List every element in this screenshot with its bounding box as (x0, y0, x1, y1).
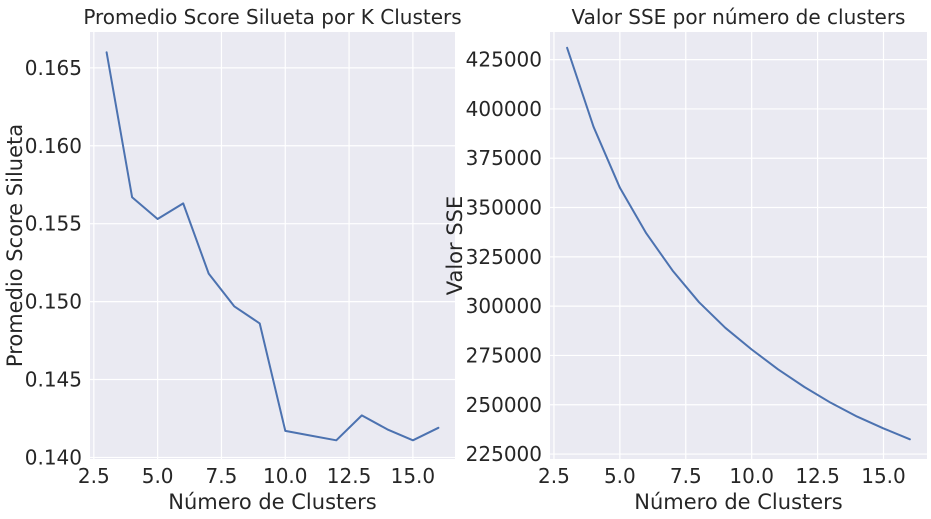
y-tick-label: 0.165 (25, 56, 82, 80)
plot-area (90, 32, 455, 459)
x-tick-label: 7.5 (670, 464, 702, 488)
x-tick-label: 2.5 (538, 464, 570, 488)
x-tick-label: 2.5 (78, 464, 110, 488)
y-tick-label: 0.150 (25, 290, 82, 314)
y-tick-label: 375000 (466, 146, 542, 170)
grid (550, 32, 927, 459)
x-tick-label: 12.5 (327, 464, 372, 488)
tick-labels: 2.5 5.0 7.5 10.0 12.5 15.0 225000 250000 275000 3… (466, 48, 906, 488)
tick-labels: 2.5 5.0 7.5 10.0 12.5 15.0 0.140 0.145 0.150 0.15… (25, 56, 435, 488)
y-axis-label: Promedio Score Silueta (3, 124, 27, 367)
y-tick-label: 0.155 (25, 212, 82, 236)
y-tick-label: 400000 (466, 97, 542, 121)
x-tick-label: 7.5 (206, 464, 238, 488)
y-tick-label: 350000 (466, 196, 542, 220)
chart-title: Promedio Score Silueta por K Clusters (83, 5, 461, 29)
y-tick-label: 0.140 (25, 445, 82, 469)
x-tick-label: 15.0 (391, 464, 436, 488)
x-tick-label: 10.0 (729, 464, 774, 488)
y-tick-label: 0.145 (25, 368, 82, 392)
grid (90, 32, 455, 459)
x-tick-label: 5.0 (604, 464, 636, 488)
x-tick-label: 5.0 (142, 464, 174, 488)
x-tick-label: 15.0 (861, 464, 906, 488)
y-tick-label: 225000 (466, 442, 542, 466)
plot-area (550, 32, 927, 459)
y-tick-label: 0.160 (25, 134, 82, 158)
chart-title: Valor SSE por número de clusters (572, 5, 906, 29)
x-axis-label: Número de Clusters (634, 490, 843, 514)
y-tick-label: 425000 (466, 48, 542, 72)
series-layer (105, 51, 440, 442)
x-tick-label: 12.5 (795, 464, 840, 488)
silhouette-chart: 2.5 5.0 7.5 10.0 12.5 15.0 0.140 0.145 0.150 0.15… (3, 5, 462, 514)
sse-chart: 2.5 5.0 7.5 10.0 12.5 15.0 225000 250000 275000 3… (443, 5, 927, 514)
x-tick-label: 10.0 (263, 464, 308, 488)
x-axis-label: Número de Clusters (168, 490, 377, 514)
series-line (566, 46, 911, 441)
y-tick-label: 300000 (466, 294, 542, 318)
y-tick-label: 325000 (466, 245, 542, 269)
y-tick-label: 275000 (466, 343, 542, 367)
y-axis-label: Valor SSE (443, 196, 467, 296)
series-line (105, 51, 440, 442)
y-tick-label: 250000 (466, 393, 542, 417)
series-layer (566, 46, 911, 441)
